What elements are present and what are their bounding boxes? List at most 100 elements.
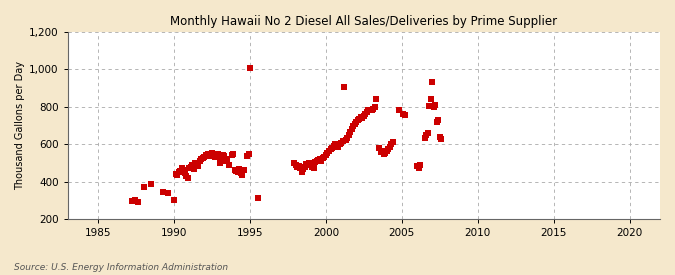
Point	[211, 153, 222, 158]
Point	[368, 106, 379, 111]
Point	[190, 161, 200, 165]
Point	[310, 160, 321, 164]
Point	[371, 97, 381, 101]
Point	[375, 149, 386, 154]
Point	[231, 169, 242, 174]
Point	[176, 166, 187, 171]
Point	[301, 162, 312, 166]
Point	[344, 133, 354, 137]
Point	[363, 108, 374, 113]
Point	[366, 108, 377, 113]
Point	[380, 150, 391, 155]
Point	[217, 153, 228, 158]
Point	[178, 168, 188, 172]
Point	[321, 153, 331, 158]
Point	[222, 159, 233, 163]
Point	[302, 163, 313, 167]
Point	[290, 163, 301, 167]
Point	[234, 167, 245, 172]
Point	[173, 170, 184, 174]
Point	[308, 165, 319, 170]
Point	[424, 104, 435, 108]
Point	[305, 163, 316, 167]
Point	[354, 117, 364, 121]
Point	[342, 135, 352, 140]
Point	[327, 146, 338, 150]
Point	[193, 163, 204, 168]
Point	[414, 163, 425, 167]
Point	[158, 190, 169, 194]
Point	[360, 112, 371, 116]
Point	[394, 107, 404, 112]
Point	[419, 135, 430, 140]
Point	[208, 152, 219, 157]
Point	[226, 153, 237, 158]
Point	[299, 164, 310, 169]
Point	[146, 182, 157, 186]
Point	[184, 165, 194, 170]
Point	[378, 152, 389, 157]
Point	[317, 156, 328, 160]
Point	[126, 199, 137, 204]
Point	[356, 115, 367, 119]
Point	[180, 171, 190, 175]
Point	[205, 151, 216, 156]
Point	[304, 161, 315, 165]
Point	[429, 104, 439, 109]
Point	[138, 185, 149, 189]
Point	[192, 162, 202, 166]
Point	[313, 158, 324, 162]
Point	[374, 146, 385, 150]
Point	[425, 97, 436, 101]
Point	[198, 156, 209, 160]
Point	[322, 150, 333, 155]
Point	[323, 148, 334, 153]
Point	[216, 159, 227, 163]
Point	[435, 134, 446, 139]
Point	[384, 145, 395, 149]
Point	[412, 163, 423, 168]
Point	[238, 168, 249, 172]
Point	[423, 131, 433, 135]
Point	[170, 172, 181, 176]
Point	[381, 148, 392, 153]
Point	[346, 127, 357, 131]
Point	[293, 163, 304, 168]
Point	[362, 110, 373, 115]
Point	[228, 152, 239, 157]
Point	[210, 155, 221, 160]
Point	[129, 198, 140, 202]
Point	[328, 144, 339, 148]
Point	[243, 152, 254, 157]
Point	[329, 142, 340, 146]
Point	[358, 114, 369, 118]
Point	[383, 147, 394, 151]
Point	[431, 120, 442, 124]
Point	[386, 142, 397, 146]
Point	[325, 147, 336, 151]
Point	[352, 118, 363, 122]
Point	[169, 198, 180, 202]
Y-axis label: Thousand Gallons per Day: Thousand Gallons per Day	[15, 61, 25, 190]
Point	[237, 173, 248, 177]
Point	[413, 165, 424, 170]
Point	[316, 159, 327, 163]
Point	[207, 150, 217, 155]
Point	[433, 118, 443, 122]
Point	[369, 104, 380, 109]
Title: Monthly Hawaii No 2 Diesel All Sales/Deliveries by Prime Supplier: Monthly Hawaii No 2 Diesel All Sales/Del…	[170, 15, 558, 28]
Point	[223, 163, 234, 167]
Point	[236, 171, 246, 175]
Point	[436, 136, 447, 141]
Point	[289, 161, 300, 165]
Point	[427, 80, 437, 85]
Point	[357, 116, 368, 120]
Point	[348, 124, 358, 129]
Point	[350, 121, 360, 126]
Point	[398, 112, 409, 116]
Point	[430, 103, 441, 107]
Point	[333, 145, 344, 149]
Point	[182, 176, 193, 180]
Point	[220, 157, 231, 161]
Point	[400, 113, 410, 117]
